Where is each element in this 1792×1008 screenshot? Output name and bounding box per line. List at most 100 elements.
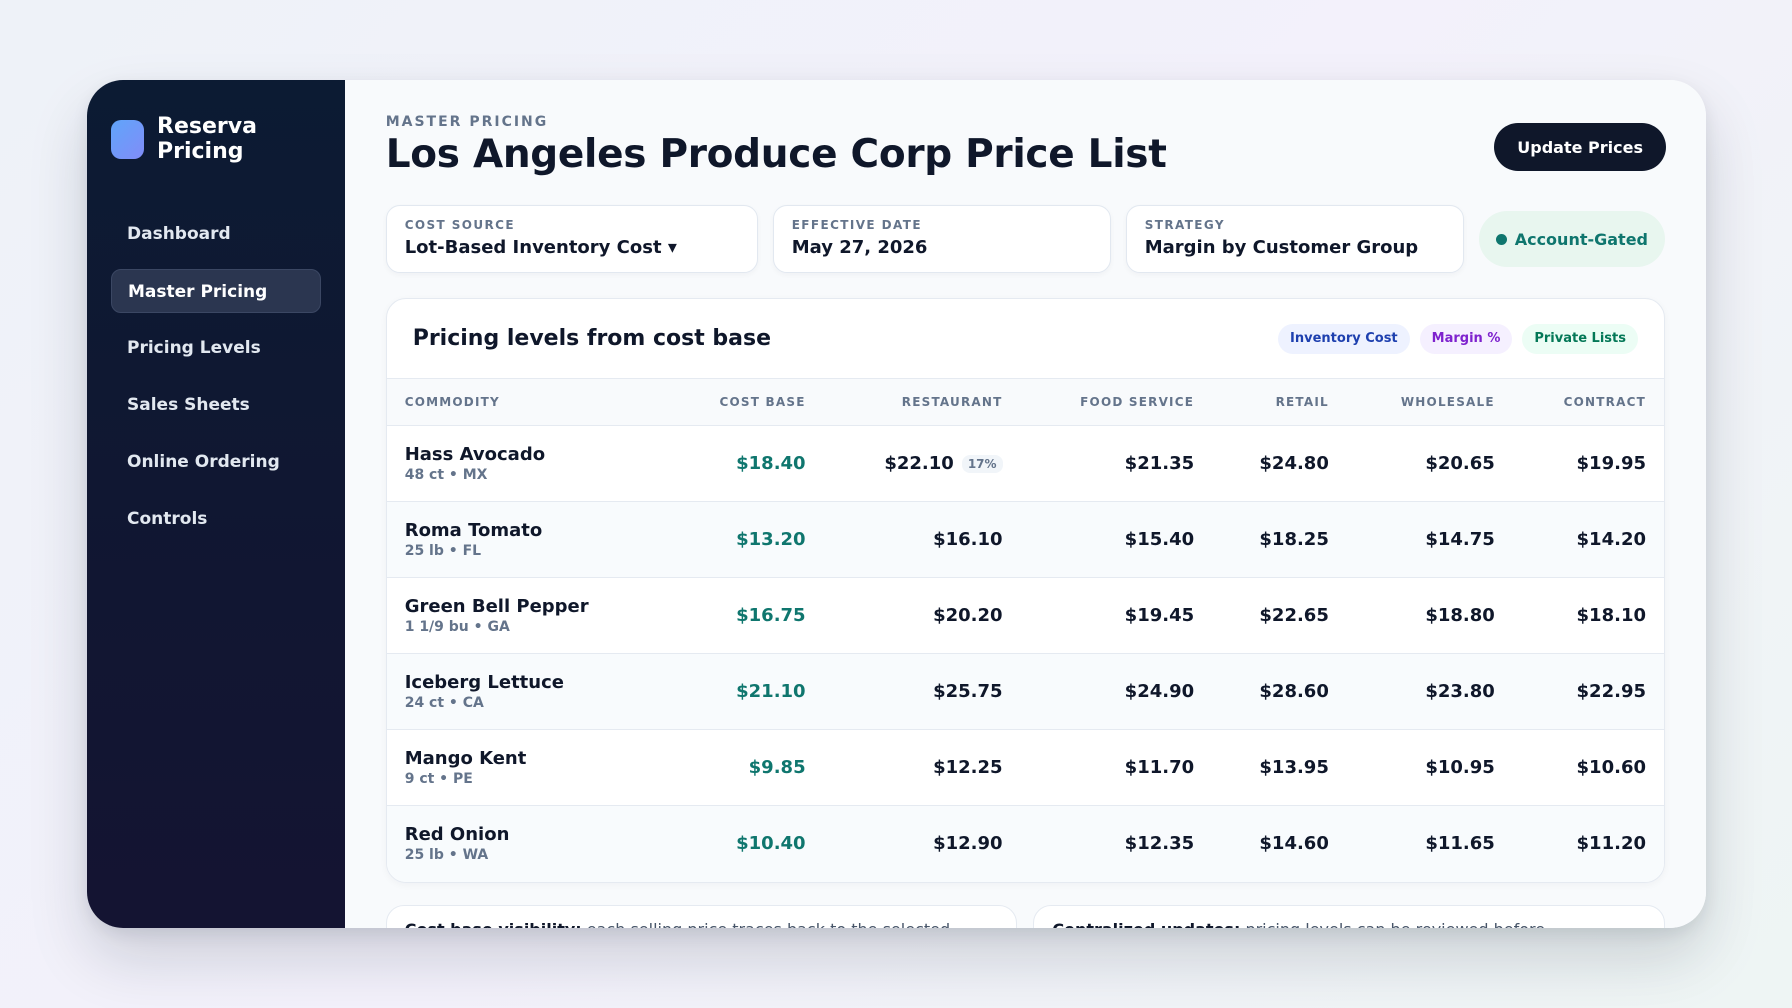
wholesale-cell: $10.95 xyxy=(1425,757,1495,778)
strategy-label: STRATEGY xyxy=(1144,218,1225,232)
retail-cell: $18.25 xyxy=(1259,529,1329,550)
food-service-cell: $19.45 xyxy=(1124,605,1195,626)
restaurant-cell: $12.90 xyxy=(933,833,1003,855)
tag-inventory-cost[interactable]: Inventory Cost xyxy=(1278,323,1410,354)
page-eyebrow: MASTER PRICING xyxy=(385,114,549,130)
restaurant-cell: $12.25 xyxy=(933,757,1003,778)
column-header-food-service[interactable]: FOOD SERVICE xyxy=(1020,378,1213,426)
strategy-field[interactable]: STRATEGY Margin by Customer Group xyxy=(1125,205,1464,273)
brand-name: Reserva Pricing xyxy=(157,114,257,164)
sidebar-item-online-ordering[interactable]: Online Ordering xyxy=(127,452,280,472)
effective-date-value: May 27, 2026 xyxy=(791,237,928,258)
page-title: Los Angeles Produce Corp Price List xyxy=(385,132,1167,177)
commodity-cell: Red Onion 25 lb • WA xyxy=(387,806,668,882)
cost-base-cell: $16.75 xyxy=(736,605,806,626)
sidebar-item-dashboard[interactable]: Dashboard xyxy=(127,224,231,244)
wholesale-cell: $11.65 xyxy=(1425,833,1495,855)
commodity-meta: 24 ct • CA xyxy=(404,695,484,711)
contract-cell: $11.20 xyxy=(1576,833,1646,855)
table-row[interactable]: Iceberg Lettuce 24 ct • CA $21.10 $25.75 … xyxy=(386,653,1664,730)
commodity-name: Green Bell Pepper xyxy=(404,596,589,617)
restaurant-cell: $22.10 17% xyxy=(824,426,1021,502)
contract-cell: $22.95 xyxy=(1576,681,1646,702)
food-service-cell: $24.90 xyxy=(1124,681,1195,702)
cost-source-select[interactable]: COST SOURCE Lot-Based Inventory Cost ▾ xyxy=(385,205,758,273)
wholesale-cell: $23.80 xyxy=(1425,681,1495,702)
commodity-name: Red Onion xyxy=(404,824,510,846)
column-header-wholesale[interactable]: WHOLESALE xyxy=(1346,378,1513,426)
card-header: Pricing levels from cost base Inventory … xyxy=(387,299,1664,378)
update-prices-button[interactable]: Update Prices xyxy=(1494,123,1666,171)
commodity-name: Hass Avocado xyxy=(404,444,546,465)
note-text: each selling price traces back to the se… xyxy=(582,920,950,929)
sidebar-item-controls[interactable]: Controls xyxy=(127,509,208,529)
cost-base-cell: $21.10 xyxy=(736,681,806,702)
card-tags: Inventory Cost Margin % Private Lists xyxy=(1278,323,1638,354)
table-row[interactable]: Roma Tomato 25 lb • FL $13.20 $16.10 $15.… xyxy=(386,501,1664,578)
sidebar-nav: Dashboard Master Pricing Pricing Levels … xyxy=(111,212,321,541)
commodity-meta: 1 1/9 bu • GA xyxy=(404,619,510,635)
column-header-contract[interactable]: CONTRACT xyxy=(1512,378,1664,426)
commodity-name: Mango Kent xyxy=(404,748,527,769)
cost-base-cell: $10.40 xyxy=(736,833,806,855)
cost-source-value: Lot-Based Inventory Cost ▾ xyxy=(404,237,677,258)
sidebar: Reserva Pricing Dashboard Master Pricing… xyxy=(87,80,345,928)
contract-cell: $19.95 xyxy=(1576,453,1646,474)
margin-badge: 17% xyxy=(961,455,1003,473)
effective-date-field[interactable]: EFFECTIVE DATE May 27, 2026 xyxy=(772,205,1111,273)
retail-cell: $14.60 xyxy=(1259,833,1329,855)
tag-margin[interactable]: Margin % xyxy=(1419,323,1513,354)
restaurant-cell: $20.20 xyxy=(933,605,1003,626)
table-row[interactable]: Red Onion 25 lb • WA $10.40 $12.90 $12.35… xyxy=(386,805,1664,882)
column-header-commodity[interactable]: COMMODITY xyxy=(386,378,668,426)
contract-cell: $10.60 xyxy=(1576,757,1646,778)
pricing-table: COMMODITY COST BASE RESTAURANT FOOD SERV… xyxy=(386,378,1664,882)
commodity-meta: 25 lb • FL xyxy=(404,543,482,559)
restaurant-cell: $25.75 xyxy=(933,681,1003,702)
note-cost-visibility: Cost base visibility: each selling price… xyxy=(385,904,1018,929)
brand-logo-icon xyxy=(111,119,144,159)
retail-cell: $13.95 xyxy=(1259,757,1329,778)
contract-cell: $18.10 xyxy=(1576,605,1646,626)
retail-cell: $22.65 xyxy=(1259,605,1329,626)
column-header-restaurant[interactable]: RESTAURANT xyxy=(823,378,1021,426)
commodity-meta: 25 lb • WA xyxy=(404,847,489,864)
note-centralized-updates: Centralized updates: pricing levels can … xyxy=(1033,904,1666,929)
commodity-name: Iceberg Lettuce xyxy=(404,672,564,693)
retail-cell: $24.80 xyxy=(1259,453,1329,474)
commodity-cell: Mango Kent 9 ct • PE xyxy=(387,730,668,806)
table-row[interactable]: Hass Avocado 48 ct • MX $18.40 $22.10 17% … xyxy=(386,426,1664,502)
note-title: Cost base visibility: xyxy=(405,920,582,929)
wholesale-cell: $18.80 xyxy=(1425,605,1495,626)
note-text: pricing levels can be reviewed before xyxy=(1240,920,1545,929)
column-header-cost-base[interactable]: COST BASE xyxy=(667,378,824,426)
sidebar-item-pricing-levels[interactable]: Pricing Levels xyxy=(127,338,261,358)
sidebar-item-sales-sheets[interactable]: Sales Sheets xyxy=(127,395,250,415)
sidebar-item-master-pricing[interactable]: Master Pricing xyxy=(111,269,321,313)
commodity-cell: Hass Avocado 48 ct • MX xyxy=(387,426,668,502)
filter-bar: COST SOURCE Lot-Based Inventory Cost ▾ E… xyxy=(385,205,1665,273)
table-row[interactable]: Mango Kent 9 ct • PE $9.85 $12.25 $11.70 … xyxy=(386,730,1664,806)
strategy-value: Margin by Customer Group xyxy=(1144,237,1419,258)
food-service-cell: $21.35 xyxy=(1124,453,1195,474)
cost-base-cell: $18.40 xyxy=(736,453,806,474)
cost-base-cell: $9.85 xyxy=(748,757,806,778)
column-header-retail[interactable]: RETAIL xyxy=(1212,378,1347,426)
table-row[interactable]: Green Bell Pepper 1 1/9 bu • GA $16.75 $2… xyxy=(386,578,1664,654)
tag-private-lists[interactable]: Private Lists xyxy=(1522,323,1638,354)
commodity-cell: Green Bell Pepper 1 1/9 bu • GA xyxy=(387,578,668,654)
commodity-meta: 48 ct • MX xyxy=(404,467,488,483)
table-header-row: COMMODITY COST BASE RESTAURANT FOOD SERV… xyxy=(386,378,1664,426)
commodity-cell: Iceberg Lettuce 24 ct • CA xyxy=(387,654,668,730)
note-title: Centralized updates: xyxy=(1052,920,1240,929)
info-notes: Cost base visibility: each selling price… xyxy=(385,904,1666,929)
food-service-cell: $15.40 xyxy=(1124,529,1195,550)
retail-cell: $28.60 xyxy=(1259,681,1329,702)
effective-date-label: EFFECTIVE DATE xyxy=(791,218,922,232)
brand: Reserva Pricing xyxy=(111,114,321,164)
cost-source-label: COST SOURCE xyxy=(404,218,515,232)
food-service-cell: $12.35 xyxy=(1124,833,1195,855)
account-gated-label: Account-Gated xyxy=(1514,229,1648,249)
cost-base-cell: $13.20 xyxy=(736,529,806,550)
card-title: Pricing levels from cost base xyxy=(412,326,772,351)
